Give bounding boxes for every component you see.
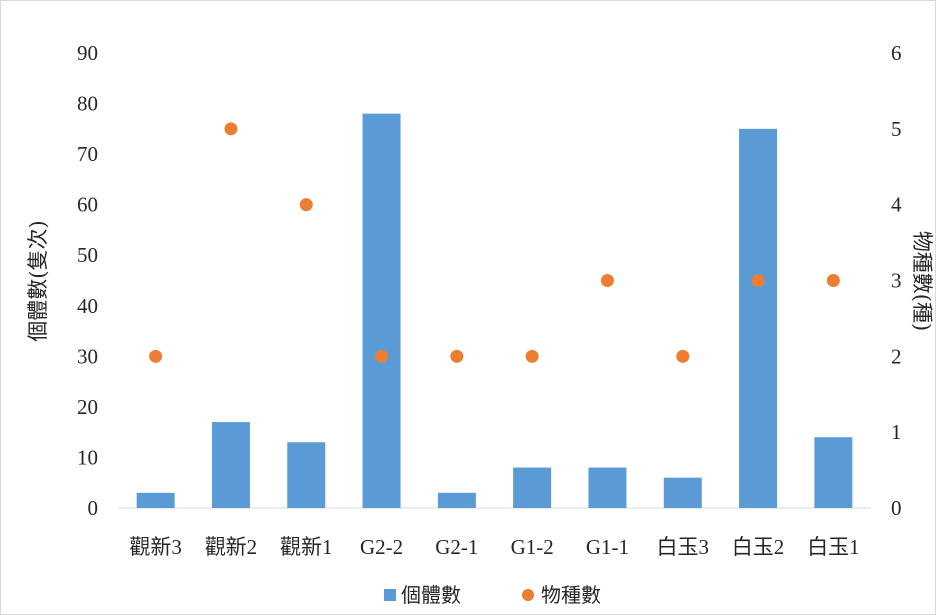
y-tick-label: 50	[77, 243, 98, 267]
bar-4	[362, 113, 401, 509]
y2-tick-label: 4	[891, 193, 902, 217]
x-tick-label: 觀新3	[129, 535, 182, 559]
bar-10	[814, 437, 853, 508]
y-tick-label: 20	[77, 395, 98, 419]
point-5	[450, 349, 464, 363]
y2-tick-label: 0	[891, 496, 902, 520]
bar-7	[588, 467, 627, 508]
x-tick-label: G1-1	[586, 535, 629, 559]
y-tick-label: 10	[77, 445, 98, 469]
tick-labels-group: 0 10 20 30 40 50 60 70 80 90 0 1 2 3 4 5 6 觀新3 觀新2 觀新1 G2-2 G…	[77, 41, 902, 559]
y-tick-label: 60	[77, 193, 98, 217]
point-7	[600, 274, 614, 287]
point-2	[224, 122, 238, 136]
x-tick-label: G2-1	[435, 535, 478, 559]
legend-swatch-point	[522, 589, 534, 601]
bar-series-group	[136, 113, 853, 509]
y2-axis-title: 物種數(種)	[910, 231, 934, 331]
point-series-group	[149, 122, 840, 363]
point-3	[299, 198, 313, 212]
point-6	[525, 349, 539, 363]
y-tick-label: 80	[77, 92, 98, 116]
y2-tick-label: 3	[891, 269, 902, 293]
point-8	[676, 349, 690, 363]
legend-label-bar: 個體數	[401, 583, 461, 607]
x-tick-label: 白玉1	[807, 535, 860, 559]
bar-9	[739, 128, 778, 508]
point-4	[375, 349, 389, 363]
point-10	[826, 274, 840, 287]
x-tick-label: G1-2	[511, 535, 554, 559]
legend-swatch-bar	[384, 589, 396, 601]
y2-tick-label: 1	[891, 420, 902, 444]
y-tick-label: 70	[77, 142, 98, 166]
y2-tick-label: 5	[891, 117, 902, 141]
bar-3	[287, 442, 326, 508]
bar-1	[136, 492, 175, 508]
legend: 個體數 物種數	[384, 583, 601, 607]
bar-5	[437, 492, 476, 508]
y-tick-label: 0	[88, 496, 99, 520]
legend-label-point: 物種數	[541, 583, 601, 607]
bar-6	[513, 467, 552, 508]
x-tick-label: 觀新2	[205, 535, 258, 559]
y-tick-label: 40	[77, 294, 98, 318]
x-tick-label: 觀新1	[280, 535, 333, 559]
y-axis-title: 個體數(隻次)	[26, 220, 50, 341]
x-tick-label: 白玉3	[657, 535, 710, 559]
x-tick-label: 白玉2	[732, 535, 785, 559]
x-tick-label: G2-2	[360, 535, 403, 559]
bar-8	[663, 477, 702, 508]
y2-tick-label: 6	[891, 41, 902, 65]
y-tick-label: 90	[77, 41, 98, 65]
point-9	[751, 274, 765, 287]
bar-2	[211, 422, 250, 508]
y-tick-label: 30	[77, 344, 98, 368]
y2-tick-label: 2	[891, 344, 902, 368]
point-1	[149, 349, 163, 363]
